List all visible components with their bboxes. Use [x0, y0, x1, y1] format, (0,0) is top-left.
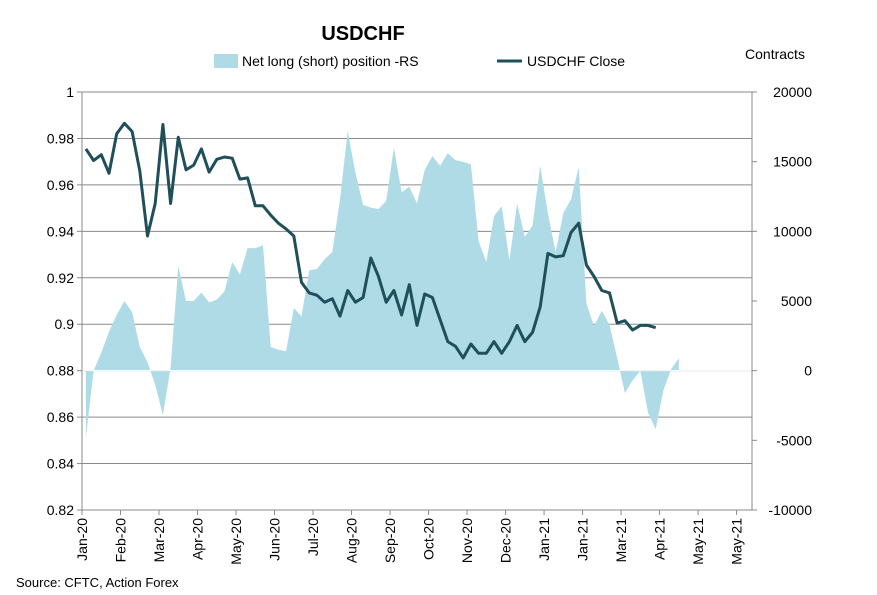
left-tick-label: 0.84: [47, 456, 74, 472]
left-axis: 1 0.98 0.96 0.94 0.92 0.9 0.88 0.86 0.84 0.82: [47, 84, 82, 518]
right-tick-label: 0: [804, 363, 812, 379]
legend: Net long (short) position -RS USDCHF Clo…: [214, 53, 625, 69]
left-tick-label: 0.9: [55, 316, 75, 332]
usdchf-close-line: [84, 121, 657, 360]
left-tick-label: 0.96: [47, 177, 74, 193]
x-tick-label: May-21: [690, 518, 706, 565]
x-tick-label: Mar-20: [151, 518, 167, 563]
left-tick-label: 0.88: [47, 363, 74, 379]
x-tick-label: Sep-20: [382, 518, 398, 563]
legend-label-usdchf-close: USDCHF Close: [527, 53, 625, 69]
legend-swatch-area: [214, 54, 238, 68]
x-tick-label: Nov-20: [459, 518, 475, 563]
chart-title: USDCHF: [321, 23, 404, 45]
x-tick-label: Aug-20: [344, 518, 360, 563]
left-tick-label: 0.82: [47, 502, 74, 518]
right-axis: 20000 15000 10000 5000 0 -5000 -10000: [752, 84, 812, 518]
right-tick-label: 20000: [773, 84, 812, 100]
left-tick-label: 0.94: [47, 223, 74, 239]
right-tick-label: -10000: [768, 502, 812, 518]
x-tick-label: Feb-20: [113, 518, 129, 563]
x-tick-label: Jan-21: [575, 518, 591, 561]
x-tick-label: Dec-20: [498, 518, 514, 563]
right-tick-label: 15000: [773, 154, 812, 170]
x-tick-label: May-20: [228, 518, 244, 565]
x-tick-label: Oct-20: [421, 518, 437, 560]
x-tick-label: Jan-20: [74, 518, 90, 561]
x-tick-label: Jun-20: [267, 518, 283, 561]
right-tick-label: 10000: [773, 223, 812, 239]
right-axis-title: Contracts: [745, 46, 805, 62]
x-tick-label: Jul-20: [305, 518, 321, 556]
x-tick-label: Apr-21: [652, 518, 668, 560]
left-tick-label: 0.98: [47, 130, 74, 146]
x-tick-label: May-21: [729, 518, 745, 565]
left-tick-label: 0.92: [47, 270, 74, 286]
right-tick-label: -5000: [776, 432, 812, 448]
x-tick-label: Apr-20: [190, 518, 206, 560]
x-axis: Jan-20 Feb-20 Mar-20 Apr-20 May-20 Jun-20 Jul-…: [74, 510, 745, 565]
left-tick-label: 0.86: [47, 409, 74, 425]
source-note: Source: CFTC, Action Forex: [16, 575, 179, 590]
legend-label-net-position: Net long (short) position -RS: [242, 53, 419, 69]
x-tick-label: Mar-21: [613, 518, 629, 563]
right-tick-label: 5000: [781, 293, 812, 309]
x-tick-label: Jan-21: [536, 518, 552, 561]
left-tick-label: 1: [66, 84, 74, 100]
